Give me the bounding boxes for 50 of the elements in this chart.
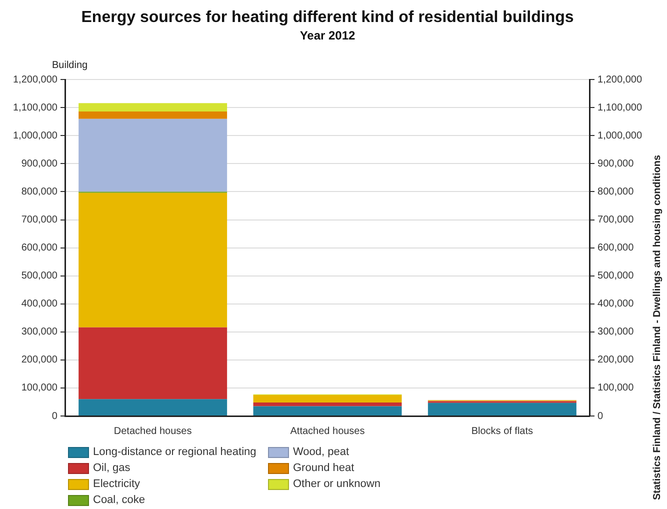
y-tick-label: 0	[52, 410, 58, 422]
y-tick-label: 800,000	[21, 186, 58, 198]
y-tick-label: 1,200,000	[12, 74, 58, 86]
bar	[253, 394, 402, 403]
y-tick-label: 100,000	[21, 382, 58, 394]
y-tick-label: 1,100,000	[12, 102, 58, 114]
legend-label: Electricity	[93, 478, 140, 490]
y-tick-label: 900,000	[21, 158, 58, 170]
y2-tick-label: 400,000	[598, 298, 634, 310]
y-tick-label: 400,000	[21, 298, 58, 310]
y-tick-label: 600,000	[21, 242, 58, 254]
y-axis-title: Building	[52, 60, 88, 71]
x-tick-label: Blocks of flats	[471, 426, 534, 437]
bar	[253, 406, 402, 416]
y2-tick-label: 1,000,000	[598, 130, 642, 142]
y-tick-label: 500,000	[21, 270, 58, 282]
y2-tick-label: 500,000	[598, 270, 634, 282]
y-tick-label: 200,000	[21, 354, 58, 366]
legend-label: Ground heat	[293, 462, 354, 474]
bar	[253, 402, 402, 406]
y2-tick-label: 300,000	[598, 326, 634, 338]
y-tick-label: 300,000	[21, 326, 58, 338]
chart-title: Energy sources for heating different kind of residential buildings	[81, 9, 574, 26]
legend-label: Wood, peat	[293, 446, 350, 458]
bar	[428, 402, 576, 416]
y-tick-label: 1,000,000	[12, 130, 58, 142]
bar	[78, 103, 228, 112]
x-tick-label: Detached houses	[114, 426, 192, 437]
bar	[78, 399, 228, 416]
chart-subtitle: Year 2012	[300, 28, 356, 43]
bar	[78, 112, 228, 119]
bar	[78, 192, 228, 328]
bar	[78, 327, 228, 400]
x-tick-label: Attached houses	[290, 426, 365, 437]
y2-tick-label: 100,000	[598, 382, 634, 394]
y2-tick-label: 900,000	[598, 158, 634, 170]
y2-tick-label: 700,000	[598, 214, 634, 226]
bar	[78, 118, 228, 192]
legend-label: Long-distance or regional heating	[93, 446, 256, 458]
y2-tick-label: 1,200,000	[598, 74, 642, 86]
y2-tick-label: 0	[598, 410, 604, 422]
y-tick-label: 700,000	[21, 214, 58, 226]
y2-tick-label: 600,000	[598, 242, 634, 254]
y2-tick-label: 1,100,000	[598, 102, 642, 114]
text: Statistics Finland / Statistics Finland - Dwellings and housing conditions	[652, 154, 663, 500]
legend-label: Oil, gas	[93, 462, 130, 474]
legend-label: Other or unknown	[293, 478, 380, 490]
y2-tick-label: 800,000	[598, 186, 634, 198]
y2-tick-label: 200,000	[598, 354, 634, 366]
legend-label: Coal, coke	[93, 494, 145, 506]
